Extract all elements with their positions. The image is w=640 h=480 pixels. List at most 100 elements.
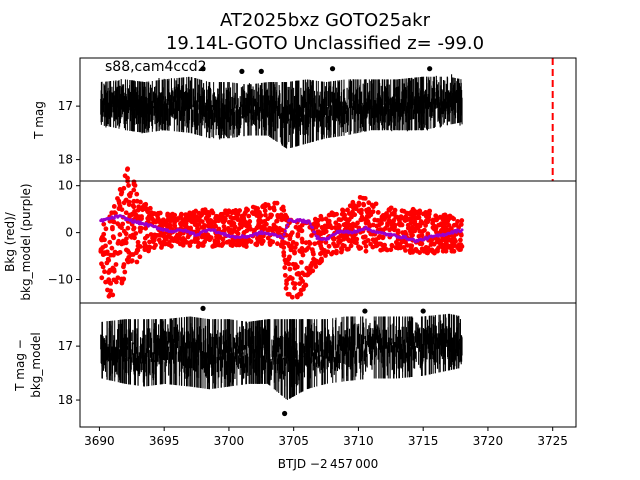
- middle-ytick-label: 0: [65, 226, 73, 240]
- bkg-point: [121, 185, 127, 191]
- bkg-point: [131, 179, 137, 185]
- xtick-label: 3700: [214, 434, 245, 448]
- bkg-point: [202, 222, 207, 228]
- bkg-point: [315, 229, 321, 235]
- bkg-point: [133, 231, 139, 236]
- bkg-point: [402, 229, 408, 235]
- bkg-point: [292, 249, 297, 255]
- bkg-point: [131, 225, 137, 231]
- bkg-point: [392, 225, 397, 231]
- bkg-point: [213, 242, 219, 248]
- bkg-point: [357, 208, 363, 214]
- bkg-point: [105, 287, 110, 293]
- bkg-point: [388, 247, 394, 253]
- bkg-point: [280, 204, 286, 210]
- bkg-point: [180, 236, 186, 241]
- bkg-point: [410, 228, 416, 234]
- bkg-point: [115, 196, 120, 201]
- bkg-point: [370, 209, 376, 214]
- bkg-point: [399, 215, 405, 221]
- bkg-point: [326, 212, 332, 218]
- bkg-point: [98, 247, 104, 252]
- bkg-point: [216, 218, 222, 224]
- bkg-point: [434, 247, 440, 253]
- bkg-point: [434, 239, 440, 245]
- bkg-point: [101, 221, 107, 227]
- bkg-model-point: [403, 235, 407, 239]
- bkg-point: [123, 210, 129, 216]
- bkg-point: [234, 242, 240, 248]
- bkg-point: [108, 267, 114, 273]
- bkg-point: [308, 264, 314, 269]
- xticks-bottom: 3690 3695 3700 3705 3710 3715 3720 3725: [84, 427, 568, 448]
- bkg-point: [331, 212, 337, 218]
- bkg-point: [416, 233, 422, 239]
- bkg-point: [358, 245, 364, 251]
- top-outlier-point: [258, 68, 264, 74]
- bkg-point: [440, 237, 445, 243]
- bkg-point: [147, 239, 152, 245]
- bkg-point: [438, 241, 443, 247]
- bkg-point: [362, 195, 368, 201]
- bkg-point: [428, 239, 434, 244]
- bkg-point: [407, 248, 413, 254]
- bkg-point: [187, 217, 193, 223]
- bkg-point: [395, 228, 401, 234]
- bkg-point: [298, 276, 304, 281]
- bkg-point: [187, 243, 193, 248]
- bkg-point: [356, 202, 362, 208]
- bkg-point: [423, 210, 429, 215]
- bkg-point: [289, 294, 295, 300]
- bkg-point: [290, 280, 296, 286]
- bkg-point: [161, 217, 166, 223]
- bkg-point: [189, 239, 194, 245]
- bkg-point: [342, 243, 347, 249]
- bkg-point: [222, 216, 228, 222]
- xtick-label: 3695: [149, 434, 180, 448]
- bkg-point: [204, 215, 210, 221]
- bkg-point: [295, 231, 301, 237]
- bkg-point: [255, 206, 261, 211]
- bkg-point: [168, 243, 174, 249]
- top-ylabel: T mag: [32, 101, 46, 140]
- bkg-point: [175, 232, 180, 238]
- bkg-point: [109, 245, 115, 251]
- bkg-model-point: [454, 230, 458, 234]
- bkg-model-point: [286, 223, 290, 227]
- bkg-point: [155, 215, 161, 221]
- bkg-point: [449, 215, 455, 221]
- bkg-point: [288, 232, 294, 238]
- bkg-point: [437, 222, 443, 228]
- bkg-point: [363, 248, 369, 254]
- bkg-point: [99, 234, 105, 240]
- chart-title-line1: AT2025bxz GOTO25akr: [220, 10, 431, 31]
- bkg-point: [111, 252, 116, 258]
- bkg-point: [107, 239, 113, 245]
- bkg-point: [132, 235, 137, 241]
- bottom-ylabel-line2: bkg_model: [29, 332, 43, 398]
- bkg-point: [254, 242, 260, 248]
- bkg-point: [286, 276, 292, 282]
- bkg-point: [394, 214, 400, 220]
- bkg-point: [417, 228, 423, 234]
- bkg-point: [211, 224, 216, 230]
- bkg-point: [267, 205, 273, 211]
- bkg-point: [194, 218, 200, 223]
- bkg-point: [409, 243, 415, 249]
- bkg-point: [325, 219, 331, 225]
- bkg-point: [384, 211, 389, 216]
- bkg-point: [142, 240, 147, 246]
- xtick-label: 3720: [473, 434, 504, 448]
- bkg-point: [403, 214, 409, 220]
- bkg-point: [193, 237, 198, 243]
- bkg-model-point: [301, 218, 305, 222]
- bkg-point: [103, 226, 109, 232]
- bkg-point: [121, 228, 127, 234]
- bkg-point: [408, 220, 414, 226]
- bkg-point: [298, 259, 304, 265]
- bkg-point: [110, 226, 115, 232]
- sector-annotation: s88,cam4ccd2: [105, 59, 207, 75]
- bkg-point: [282, 257, 288, 263]
- bkg-point: [338, 217, 344, 223]
